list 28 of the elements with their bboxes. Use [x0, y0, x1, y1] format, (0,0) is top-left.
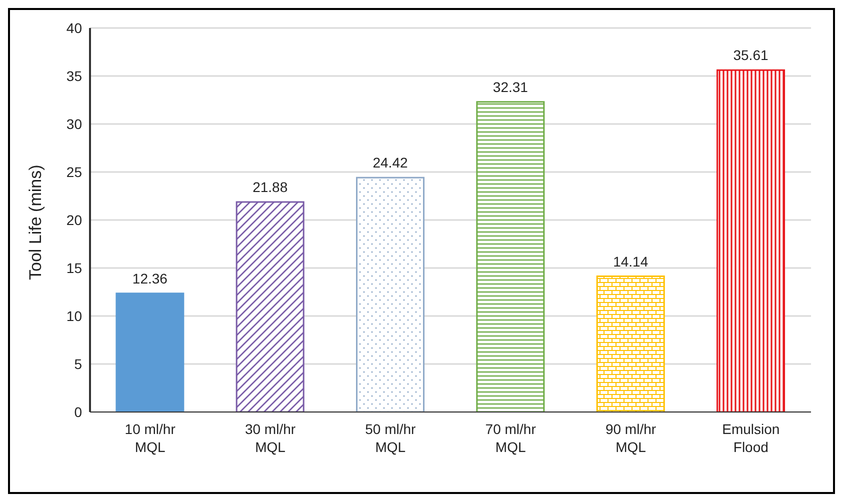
x-tick-label: Emulsion Flood: [722, 421, 780, 455]
data-label: 32.31: [492, 78, 528, 95]
bar: [596, 276, 665, 412]
bar: [236, 201, 304, 412]
y-tick-label: 30: [66, 116, 82, 132]
y-tick-label: 25: [66, 164, 82, 180]
data-label: 14.14: [613, 253, 648, 270]
data-label: 35.61: [733, 47, 768, 64]
y-tick-label: 0: [74, 404, 82, 420]
y-tick-label: 5: [74, 356, 82, 372]
bar: [476, 101, 545, 412]
x-tick-label: 90 ml/hr MQL: [605, 421, 656, 455]
bar: [716, 69, 786, 412]
x-tick-label: 30 ml/hr MQL: [244, 421, 296, 455]
data-label: 21.88: [252, 178, 288, 195]
x-tick-label: 50 ml/hr MQL: [365, 421, 416, 455]
bar: [356, 176, 425, 412]
bar: [116, 292, 184, 412]
x-tick-label: 70 ml/hr MQL: [485, 421, 536, 455]
y-tick-label: 40: [66, 20, 82, 36]
x-tick-label: 10 ml/hr MQL: [124, 421, 176, 455]
y-tick-label: 10: [66, 308, 82, 324]
data-label: 12.36: [132, 270, 168, 286]
data-label: 24.42: [372, 154, 408, 171]
y-axis-title: Tool Life (mins): [26, 164, 46, 280]
y-tick-label: 35: [66, 68, 82, 84]
y-tick-label: 20: [66, 212, 82, 228]
y-tick-label: 15: [66, 260, 82, 276]
